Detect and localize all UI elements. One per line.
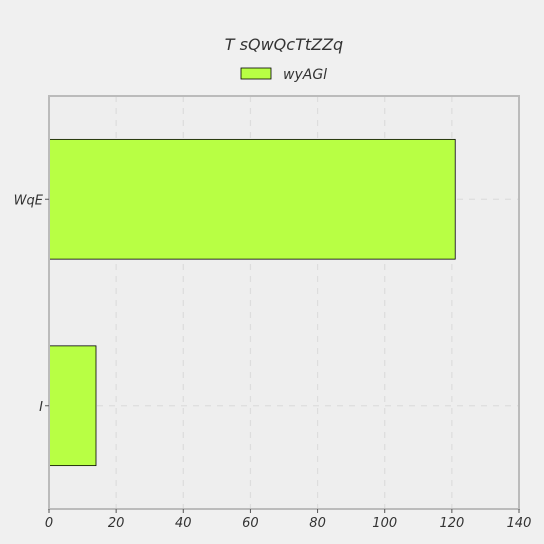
legend-label: wyAGl <box>283 67 327 83</box>
bar <box>48 138 456 260</box>
x-axis: 0 20 40 60 80 100 120 140 <box>45 509 532 531</box>
y-tick-label: WqE <box>14 193 44 208</box>
plot-frame <box>48 95 520 510</box>
x-tick-label: 100 <box>372 516 397 531</box>
x-tick-label: 60 <box>242 516 259 531</box>
grid-lines <box>49 96 519 509</box>
x-tick-label: 40 <box>175 516 192 531</box>
legend: wyAGl <box>240 67 327 83</box>
y-axis: WqE I <box>14 193 49 415</box>
x-tick-label: 120 <box>439 516 464 531</box>
legend-swatch <box>240 67 272 80</box>
chart-title: T sQwQcTtZZq <box>225 35 343 54</box>
x-tick-label: 80 <box>309 516 326 531</box>
x-tick-label: 20 <box>108 516 125 531</box>
x-tick-label: 140 <box>507 516 532 531</box>
x-tick-label: 0 <box>45 516 53 531</box>
y-tick-label: I <box>39 400 43 415</box>
bar <box>48 345 97 467</box>
